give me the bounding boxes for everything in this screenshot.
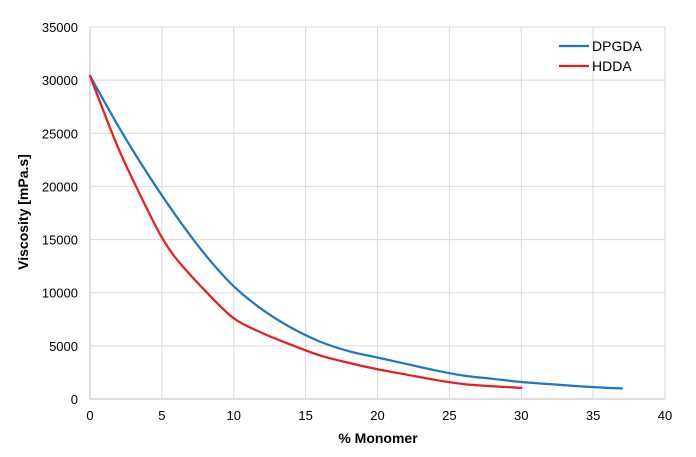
legend-label-dpgda: DPGDA — [592, 38, 642, 54]
legend: DPGDA HDDA — [559, 38, 642, 74]
y-tick-label: 35000 — [42, 20, 78, 35]
y-tick-label: 5000 — [49, 339, 78, 354]
x-tick-label: 10 — [227, 408, 241, 423]
y-tick-label: 25000 — [42, 126, 78, 141]
grid-lines — [90, 26, 666, 399]
series-line-dpgda — [88, 74, 624, 390]
y-tick-label: 0 — [71, 392, 78, 407]
x-tick-label: 25 — [442, 408, 456, 423]
x-axis-title: % Monomer — [338, 430, 418, 446]
tick-labels: 0 5 10 15 20 25 30 35 40 0 5000 10000 15000 20000 2500… — [42, 20, 672, 423]
y-tick-label: 30000 — [42, 73, 78, 88]
x-tick-label: 40 — [658, 408, 672, 423]
series-line-hdda — [88, 74, 523, 389]
y-axis-title: Viscosity [mPa.s] — [15, 154, 31, 270]
series-lines — [88, 74, 624, 390]
x-tick-label: 0 — [86, 408, 93, 423]
y-tick-label: 20000 — [42, 179, 78, 194]
legend-label-hdda: HDDA — [592, 58, 632, 74]
y-tick-label: 15000 — [42, 233, 78, 248]
x-tick-label: 15 — [298, 408, 312, 423]
x-tick-label: 20 — [370, 408, 384, 423]
x-tick-label: 35 — [586, 408, 600, 423]
y-tick-label: 10000 — [42, 286, 78, 301]
axes — [89, 27, 665, 400]
x-tick-label: 30 — [514, 408, 528, 423]
x-tick-label: 5 — [158, 408, 165, 423]
